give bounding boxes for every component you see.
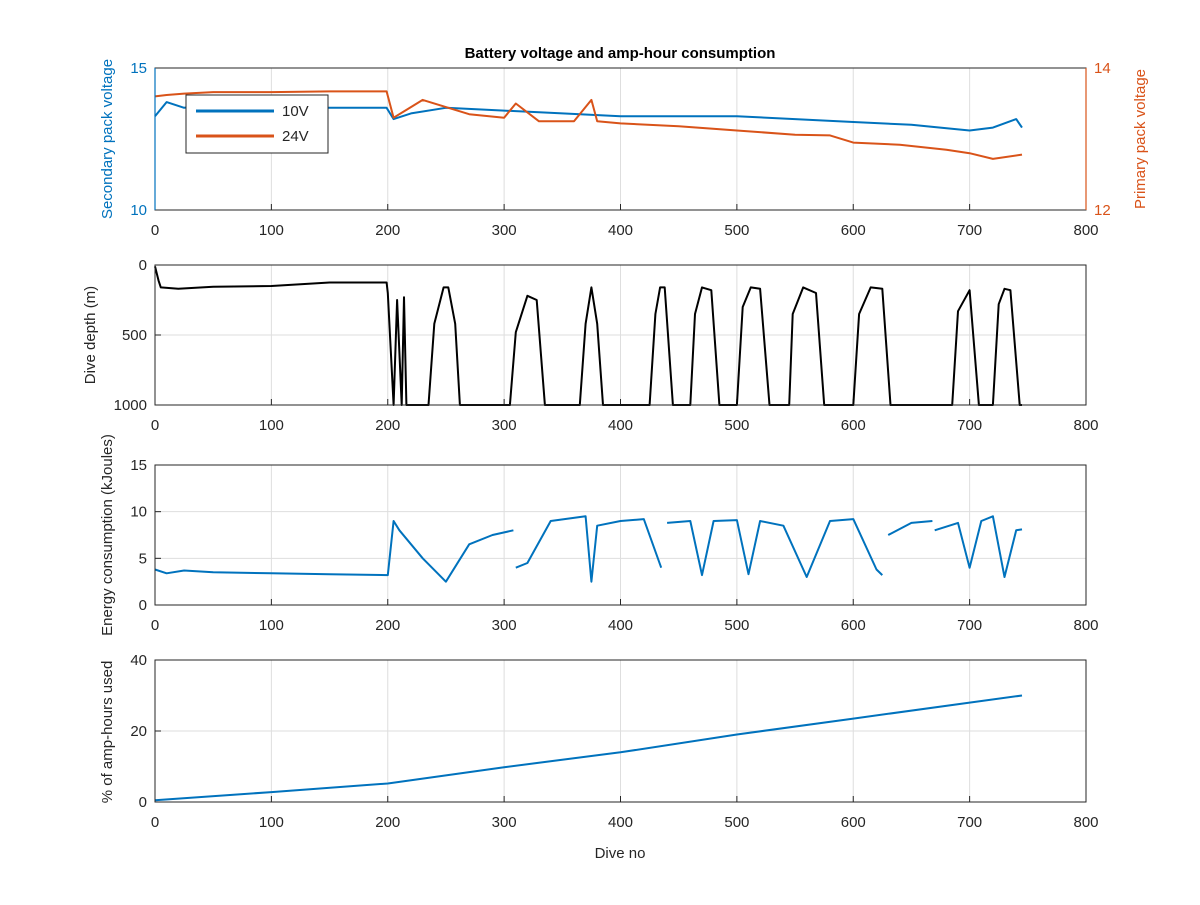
panel1-xtick-label: 100 bbox=[259, 222, 284, 239]
panel1-xtick-label: 0 bbox=[151, 222, 159, 239]
panel4-ytick-label: 20 bbox=[130, 723, 147, 740]
panel2-xtick-label: 100 bbox=[259, 417, 284, 434]
panel4-xtick-label: 300 bbox=[492, 814, 517, 831]
panel1-left-ylabel: Secondary pack voltage bbox=[99, 59, 116, 219]
panel1-xtick-label: 300 bbox=[492, 222, 517, 239]
panel2-xtick-label: 200 bbox=[375, 417, 400, 434]
panel4-ylabel: % of amp-hours used bbox=[99, 661, 116, 804]
panel4-xlabel: Dive no bbox=[595, 845, 646, 862]
panel3-ytick-label: 10 bbox=[130, 504, 147, 521]
panel2-ytick-label: 500 bbox=[122, 327, 147, 344]
panel1-xtick-label: 800 bbox=[1073, 222, 1098, 239]
panel3-xtick-label: 800 bbox=[1073, 617, 1098, 634]
panel1-series-line-24v bbox=[154, 90, 1023, 160]
panel1-ytick-label: 15 bbox=[130, 60, 147, 77]
legend-label-10v: 10V bbox=[282, 103, 309, 120]
panel3-ytick-label: 0 bbox=[139, 597, 147, 614]
panel4-xtick-label: 200 bbox=[375, 814, 400, 831]
panel2-xtick-label: 0 bbox=[151, 417, 159, 434]
panel3-xtick-label: 200 bbox=[375, 617, 400, 634]
legend-box bbox=[185, 94, 329, 154]
panel3-xtick-label: 0 bbox=[151, 617, 159, 634]
panel2-axes-box bbox=[154, 264, 1087, 406]
panel2-xtick-label: 800 bbox=[1073, 417, 1098, 434]
panel1-xtick-label: 500 bbox=[724, 222, 749, 239]
panel3-series-line-0 bbox=[154, 515, 1023, 583]
panel1-right-ytick-label: 14 bbox=[1094, 60, 1111, 77]
panel2-xtick-label: 700 bbox=[957, 417, 982, 434]
panel2-xtick-label: 600 bbox=[841, 417, 866, 434]
panel4-xtick-label: 600 bbox=[841, 814, 866, 831]
legend-label-24v: 24V bbox=[282, 128, 309, 145]
panel3-ylabel: Energy consumption (kJoules) bbox=[99, 434, 116, 636]
panel2-xtick-label: 400 bbox=[608, 417, 633, 434]
panel1-xtick-label: 600 bbox=[841, 222, 866, 239]
panel3-axes-box bbox=[154, 464, 1087, 606]
panel3-xtick-label: 500 bbox=[724, 617, 749, 634]
panel1-right-ytick-label: 12 bbox=[1094, 202, 1111, 219]
panel4-xtick-label: 100 bbox=[259, 814, 284, 831]
panel2-xtick-label: 300 bbox=[492, 417, 517, 434]
panel1-xtick-label: 700 bbox=[957, 222, 982, 239]
panel4-xtick-label: 0 bbox=[151, 814, 159, 831]
panel4-xtick-label: 700 bbox=[957, 814, 982, 831]
panel3-ytick-label: 15 bbox=[130, 457, 147, 474]
panel3-ytick-label: 5 bbox=[139, 550, 147, 567]
panel2-ytick-label: 1000 bbox=[114, 397, 147, 414]
panel2-ytick-label: 0 bbox=[139, 257, 147, 274]
panel2-xtick-label: 500 bbox=[724, 417, 749, 434]
panel4-ytick-label: 0 bbox=[139, 794, 147, 811]
chart-title: Battery voltage and amp-hour consumption bbox=[465, 45, 776, 62]
panel4-xtick-label: 400 bbox=[608, 814, 633, 831]
panel2-ylabel: Dive depth (m) bbox=[82, 286, 99, 384]
panel4-xtick-label: 500 bbox=[724, 814, 749, 831]
panel3-xtick-label: 300 bbox=[492, 617, 517, 634]
panel4-ytick-label: 40 bbox=[130, 652, 147, 669]
panel3-xtick-label: 700 bbox=[957, 617, 982, 634]
panel1-right-ylabel: Primary pack voltage bbox=[1132, 69, 1149, 209]
panel3-xtick-label: 600 bbox=[841, 617, 866, 634]
panel1-ytick-label: 10 bbox=[130, 202, 147, 219]
panel4-axes-box bbox=[154, 659, 1087, 803]
panel1-xtick-label: 400 bbox=[608, 222, 633, 239]
panel4-series-line-0 bbox=[154, 694, 1023, 802]
panel1-xtick-label: 200 bbox=[375, 222, 400, 239]
panel4-xtick-label: 800 bbox=[1073, 814, 1098, 831]
panel3-xtick-label: 100 bbox=[259, 617, 284, 634]
panel3-xtick-label: 400 bbox=[608, 617, 633, 634]
